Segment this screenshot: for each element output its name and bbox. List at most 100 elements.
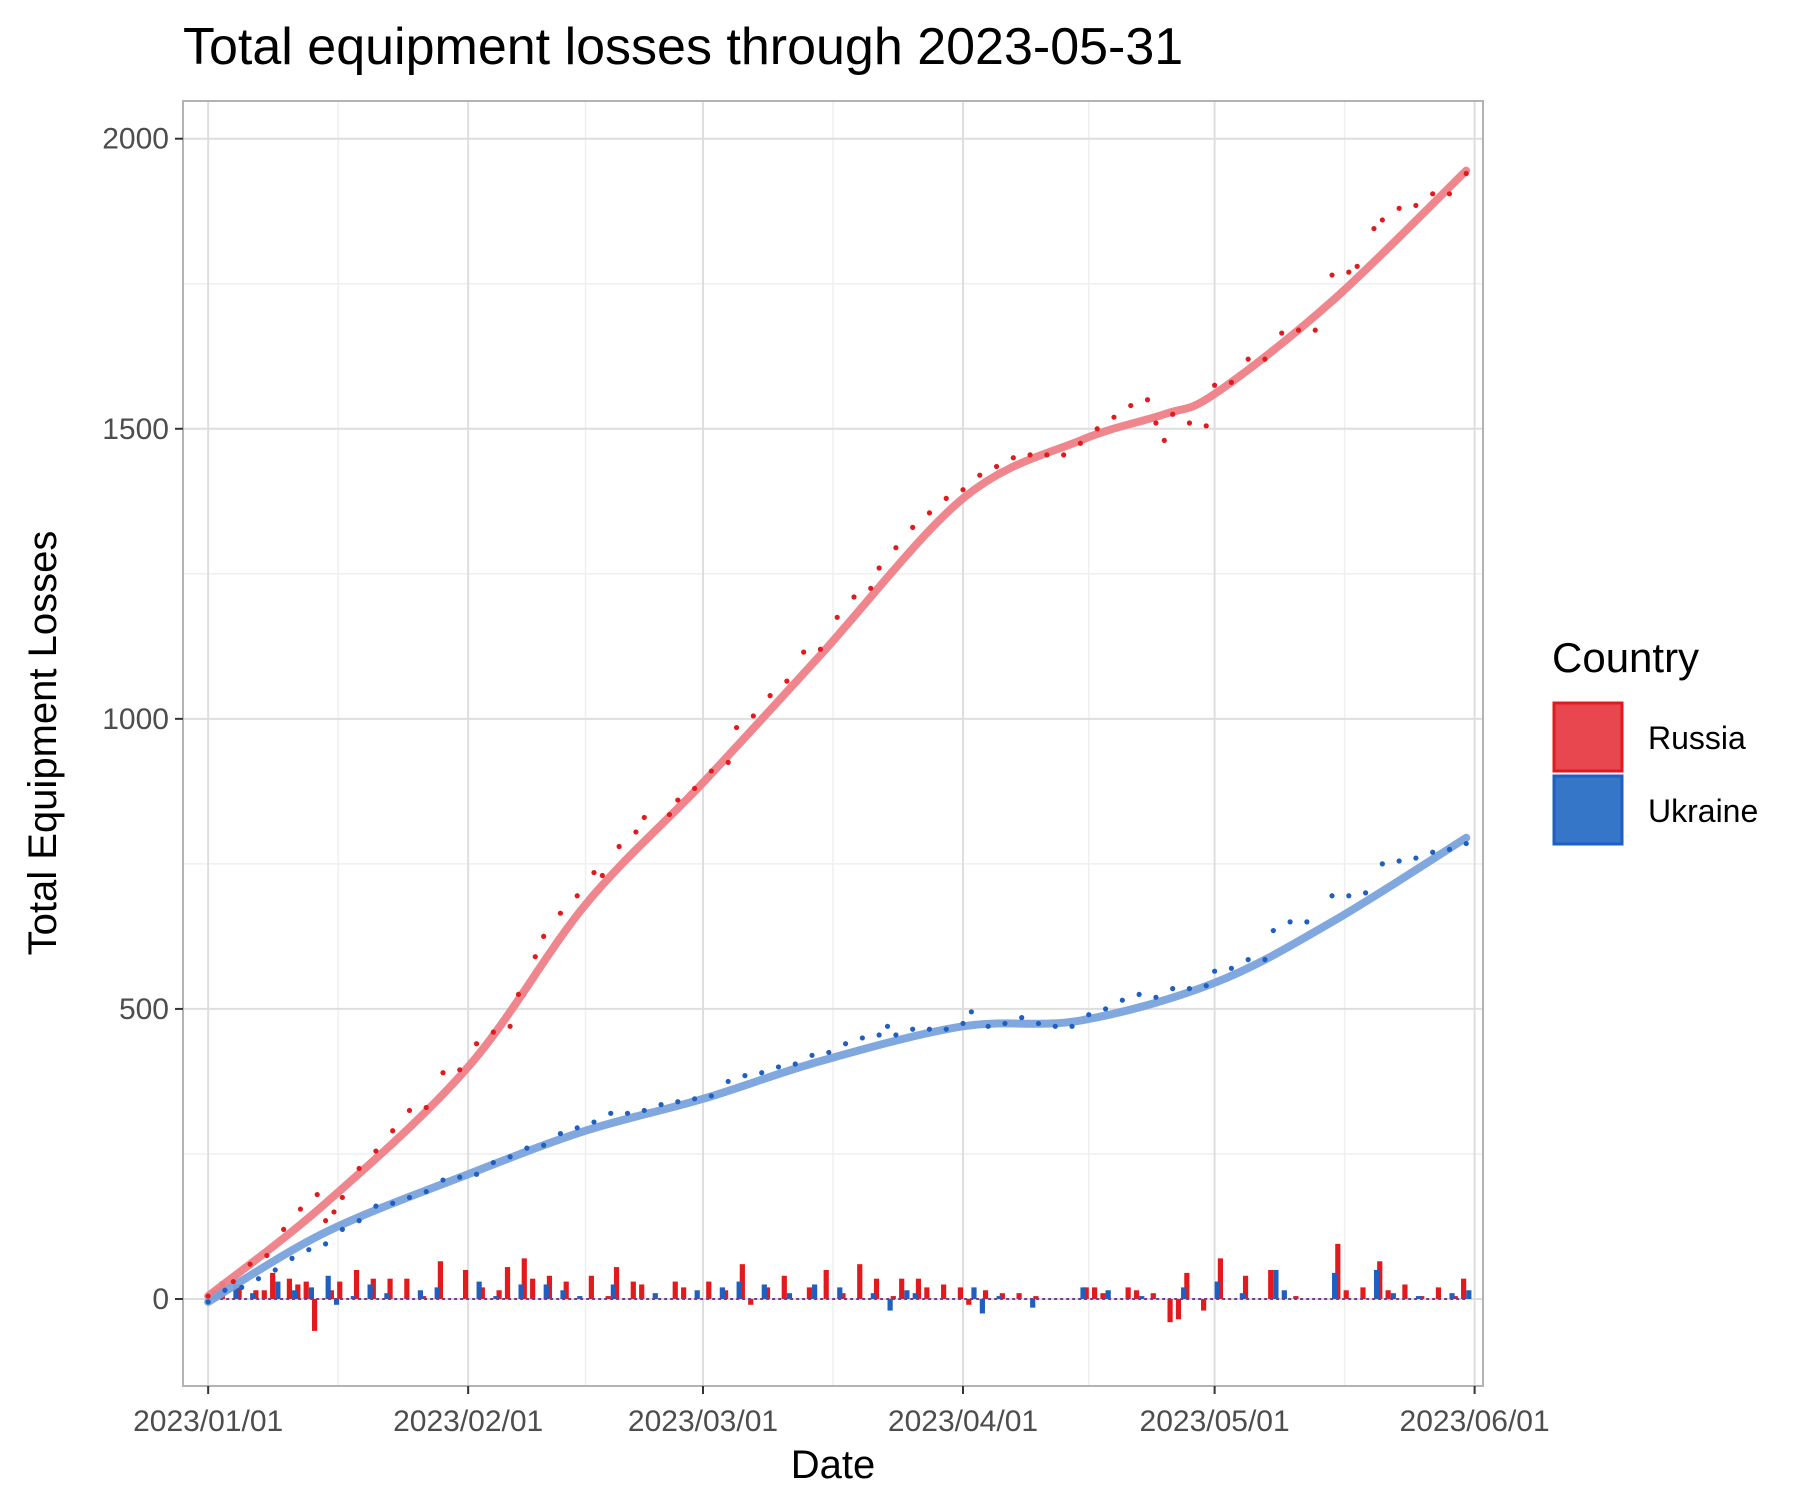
point-ukraine: [507, 1154, 513, 1160]
point-russia: [1396, 205, 1402, 211]
point-russia: [1203, 423, 1209, 429]
point-russia: [314, 1191, 320, 1198]
bar-russia: [404, 1278, 410, 1299]
point-russia: [264, 1252, 270, 1259]
bar-russia: [873, 1278, 880, 1299]
point-russia: [876, 565, 882, 571]
bar-ukraine: [308, 1287, 315, 1299]
bar-russia: [1167, 1298, 1173, 1323]
legend-label-russia: Russia: [1648, 720, 1746, 756]
bar-russia: [1335, 1243, 1341, 1299]
bar-russia: [1083, 1287, 1089, 1299]
bar-russia: [1184, 1272, 1190, 1299]
point-russia: [322, 1218, 329, 1224]
bar-ukraine: [912, 1293, 918, 1299]
bar-ukraine: [610, 1284, 616, 1299]
bar-ukraine: [384, 1293, 390, 1299]
point-russia: [1170, 411, 1176, 417]
grid-lines: [183, 101, 1483, 1386]
point-ukraine: [926, 1026, 933, 1032]
bar-russia: [236, 1287, 242, 1299]
point-russia: [1010, 455, 1016, 461]
bar-russia: [496, 1290, 502, 1299]
bar-russia: [353, 1269, 360, 1299]
point-ukraine: [356, 1218, 362, 1224]
x-tick-label: 2023/01/01: [133, 1405, 283, 1438]
bar-ukraine: [577, 1296, 583, 1299]
bar-ukraine: [736, 1281, 742, 1299]
point-ukraine: [1069, 1023, 1075, 1029]
point-russia: [926, 510, 933, 516]
legend-swatch-ukraine: [1552, 774, 1624, 846]
bar-russia: [563, 1281, 569, 1299]
point-russia: [1228, 379, 1234, 385]
bar-russia: [588, 1275, 594, 1299]
bar-ukraine: [1181, 1287, 1187, 1299]
point-russia: [708, 768, 714, 774]
point-ukraine: [1153, 994, 1159, 1000]
point-russia: [817, 646, 824, 652]
bar-ukraine: [250, 1293, 256, 1299]
bar-russia: [672, 1281, 678, 1299]
point-ukraine: [759, 1070, 765, 1076]
bar-ukraine: [434, 1287, 440, 1299]
bar-ukraine: [560, 1290, 566, 1299]
point-russia: [1463, 170, 1469, 177]
bar-ukraine: [275, 1281, 281, 1299]
bar-russia: [605, 1296, 611, 1299]
point-ukraine: [490, 1160, 496, 1166]
x-axis-title: Date: [791, 1443, 876, 1487]
bar-russia: [295, 1284, 301, 1299]
point-russia: [633, 829, 639, 835]
point-ukraine: [524, 1145, 530, 1151]
bar-ukraine: [233, 1284, 239, 1299]
bar-ukraine: [1273, 1269, 1279, 1299]
point-ukraine: [255, 1276, 262, 1282]
point-ukraine: [960, 1020, 966, 1027]
point-ukraine: [624, 1110, 631, 1116]
point-ukraine: [675, 1099, 681, 1105]
bar-ukraine: [904, 1290, 910, 1299]
point-ukraine: [1287, 919, 1293, 925]
point-russia: [406, 1107, 413, 1114]
bar-russia: [739, 1264, 745, 1299]
point-ukraine: [239, 1284, 245, 1290]
point-russia: [339, 1194, 345, 1201]
point-russia: [733, 724, 740, 731]
point-russia: [834, 614, 840, 620]
point-ukraine: [1304, 919, 1310, 925]
point-russia: [1295, 327, 1302, 333]
point-russia: [473, 1041, 480, 1047]
point-ukraine: [1396, 858, 1402, 864]
bar-ukraine: [1281, 1290, 1287, 1299]
bar-ukraine: [493, 1296, 499, 1299]
point-russia: [457, 1067, 463, 1073]
bar-russia: [890, 1296, 896, 1299]
bar-ukraine: [518, 1284, 524, 1299]
point-ukraine: [406, 1194, 413, 1201]
bar-russia: [1091, 1287, 1098, 1299]
bar-russia: [1461, 1278, 1467, 1299]
bar-russia: [639, 1284, 645, 1299]
point-ukraine: [1170, 986, 1176, 992]
y-axis-ticks: 0 500 1000 1500 2000: [102, 123, 183, 1316]
bar-russia: [1385, 1290, 1391, 1299]
point-ukraine: [968, 1009, 974, 1015]
bar-russia: [286, 1278, 293, 1299]
point-ukraine: [440, 1177, 446, 1183]
point-russia: [490, 1029, 496, 1035]
point-ukraine: [574, 1125, 580, 1131]
point-russia: [801, 649, 807, 655]
point-russia: [641, 814, 647, 821]
point-russia: [1077, 440, 1084, 446]
y-tick-label: 2000: [102, 123, 169, 156]
bar-russia: [806, 1287, 813, 1299]
point-russia: [943, 495, 949, 501]
bar-russia: [857, 1264, 863, 1299]
point-ukraine: [1413, 855, 1419, 861]
bar-ukraine: [1449, 1293, 1455, 1299]
point-ukraine: [1379, 861, 1385, 867]
bar-ukraine: [694, 1290, 700, 1299]
point-russia: [356, 1165, 362, 1172]
point-russia: [1430, 191, 1436, 197]
